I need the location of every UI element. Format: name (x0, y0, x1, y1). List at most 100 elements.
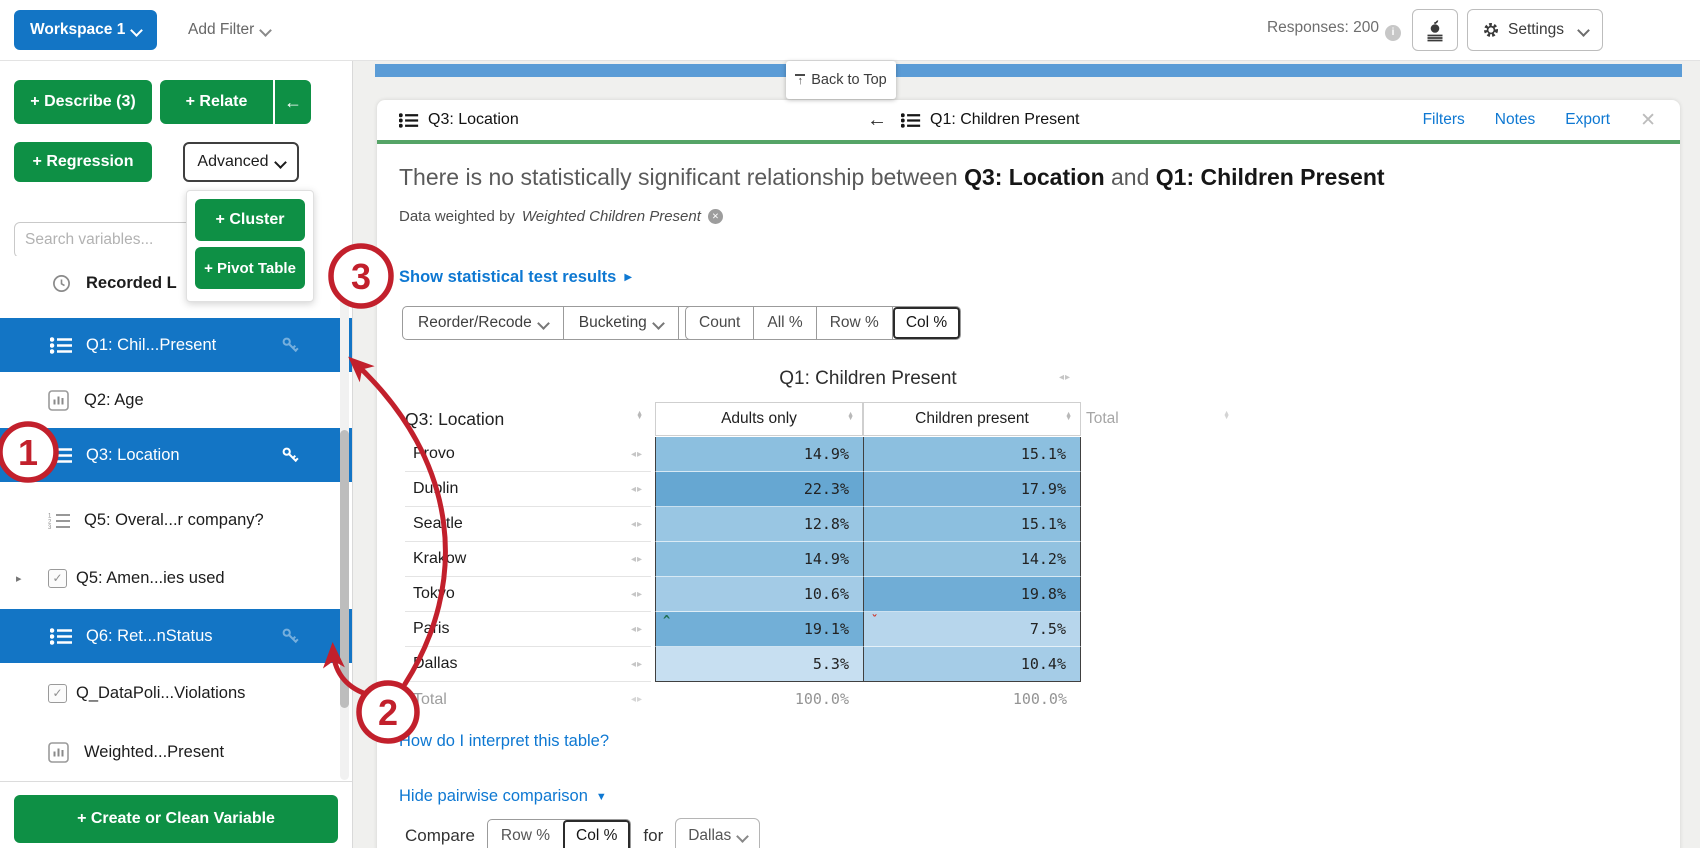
export-link[interactable]: Export (1565, 111, 1611, 128)
sort-icon[interactable]: ▲ ▼ (1223, 410, 1230, 422)
top-bar: Workspace 1 Add Filter Responses: 200 i (0, 0, 1700, 61)
cell-total (1086, 542, 1234, 577)
sidebar-item-q6[interactable]: Q6: Ret...nStatus (0, 609, 352, 663)
add-filter-button[interactable]: Add Filter (188, 0, 273, 60)
clock-icon (52, 274, 71, 293)
sidebar-item-q5-amenities[interactable]: ▸ ✓ Q5: Amen...ies used (0, 551, 352, 605)
row-label: Dublin ◂▸ (405, 472, 651, 507)
sidebar-item-q1[interactable]: Q1: Chil...Present (0, 318, 352, 372)
checkbox-icon[interactable]: ✓ (48, 568, 67, 588)
table-total-row: Total ◂▸ 100.0% 100.0% (377, 682, 1680, 717)
settings-label: Settings (1507, 21, 1564, 38)
advanced-dropdown-button[interactable]: Advanced (183, 142, 299, 182)
sort-icon[interactable]: ▲ ▼ (847, 411, 854, 423)
gear-icon (1483, 22, 1498, 38)
row-label: Dallas ◂▸ (405, 647, 651, 682)
mode-row-pct[interactable]: Row % (817, 307, 893, 339)
cell-children: 17.9% (863, 472, 1081, 507)
drag-handle-icon[interactable]: ◂▸ (630, 658, 643, 670)
cell-children: ˇ 7.5% (863, 612, 1081, 647)
show-test-results-link[interactable]: Show statistical test results ▶ (399, 268, 633, 286)
cell-total (1086, 507, 1234, 542)
regression-button[interactable]: + Regression (14, 142, 152, 182)
cluster-menu-button[interactable]: + Cluster (195, 199, 305, 241)
close-icon[interactable]: ✕ (1640, 109, 1656, 131)
sidebar-scrollbar-thumb[interactable] (340, 430, 349, 708)
for-label: for (643, 826, 664, 845)
table-row: Seattle ◂▸ 12.8% 15.1% (377, 507, 1680, 542)
swap-direction-arrow[interactable]: ← (867, 108, 887, 131)
bar-chart-icon (48, 741, 69, 763)
compare-controls: Compare Row % Col % for Dallas (405, 818, 761, 848)
drag-handle-icon[interactable]: ◂▸ (630, 588, 643, 600)
settings-button[interactable]: Settings (1466, 9, 1603, 51)
relate-button[interactable]: + Relate (160, 80, 273, 124)
crosstab-card: Q3: Location ← Q1: Children Present Filt… (377, 100, 1680, 848)
list-icon (50, 627, 73, 645)
up-to-bar-icon: ↑ (795, 74, 806, 87)
column-header-adults[interactable]: Adults only ▲ ▼ (655, 402, 863, 436)
reorder-recode-dropdown[interactable]: Reorder/Recode (403, 307, 564, 339)
learning-button[interactable] (1411, 9, 1458, 51)
compare-col-pct[interactable]: Col % (563, 820, 630, 848)
checkbox-icon[interactable]: ✓ (48, 683, 67, 703)
create-variable-button[interactable]: + Create or Clean Variable (14, 795, 338, 843)
apple-book-icon (1427, 20, 1443, 42)
mode-count[interactable]: Count (686, 307, 755, 339)
pairwise-comparison-toggle[interactable]: Hide pairwise comparison ▼ (399, 787, 607, 805)
mode-col-pct[interactable]: Col % (893, 307, 960, 339)
card-accent-line (377, 140, 1680, 144)
cell-total (1086, 612, 1234, 647)
sidebar-item-datapolicy[interactable]: ✓ Q_DataPoli...Violations (0, 666, 352, 720)
chevron-down-icon (736, 829, 750, 843)
drag-handle-icon[interactable]: ◂▸ (630, 553, 643, 565)
describe-button[interactable]: + Describe (3) (14, 80, 152, 124)
row-label: Seattle ◂▸ (405, 507, 651, 542)
sidebar-item-weighted[interactable]: Weighted...Present (0, 725, 352, 779)
drag-handle-icon[interactable]: ◂▸ (630, 483, 643, 495)
chevron-down-icon (259, 23, 273, 37)
table-row: Provo ◂▸ 14.9% 15.1% (377, 437, 1680, 472)
remove-weight-icon[interactable]: ✕ (707, 209, 723, 224)
interpret-table-link[interactable]: How do I interpret this table? (399, 732, 610, 750)
bar-chart-icon (48, 389, 69, 411)
row-label-text: Tokyo (413, 585, 455, 602)
sort-icon[interactable]: ▲ ▼ (1065, 411, 1072, 423)
drag-handle-icon[interactable]: ◂▸ (630, 518, 643, 530)
add-filter-label: Add Filter (188, 21, 255, 38)
sidebar-item-q2[interactable]: Q2: Age (0, 373, 352, 427)
row-label-text: Provo (413, 445, 455, 462)
collapse-sidebar-button[interactable]: ← (275, 80, 311, 124)
notes-link[interactable]: Notes (1494, 111, 1536, 128)
significance-caret-icon: ˇ (871, 613, 879, 627)
sort-icon[interactable]: ▲ ▼ (636, 410, 643, 422)
chevron-down-icon (130, 23, 144, 37)
svg-text:1: 1 (48, 513, 52, 519)
pivot-table-menu-button[interactable]: + Pivot Table (195, 247, 305, 289)
drag-handle-icon[interactable]: ◂▸ (630, 448, 643, 460)
variables-sidebar: + Describe (3) + Relate ← + Regression A… (0, 60, 353, 848)
compare-row-pct[interactable]: Row % (500, 827, 551, 844)
cell-children: 14.2% (863, 542, 1081, 577)
table-row: Paris ◂▸ ^ 19.1% ˇ 7.5% (377, 612, 1680, 647)
compare-target-select[interactable]: Dallas (675, 818, 761, 848)
table-row: Tokyo ◂▸ 10.6% 19.8% (377, 577, 1680, 612)
drag-handle-icon[interactable]: ◂▸ (630, 623, 643, 635)
column-header-children[interactable]: Children present ▲ ▼ (863, 402, 1081, 436)
back-to-top-button[interactable]: ↑ Back to Top (786, 61, 896, 99)
topbar-right: Responses: 200 i Settings (1267, 9, 1603, 51)
info-icon[interactable]: i (1384, 24, 1401, 41)
filters-link[interactable]: Filters (1422, 111, 1465, 128)
key-icon (281, 446, 300, 465)
expander-icon[interactable]: ▸ (16, 572, 22, 585)
workspace-button[interactable]: Workspace 1 (14, 10, 158, 50)
mode-all-pct[interactable]: All % (754, 307, 817, 339)
chevron-down-icon (273, 155, 287, 169)
sidebar-item-q3[interactable]: Q3: Location (0, 428, 352, 482)
chevron-down-icon (1577, 23, 1590, 37)
drag-handle-icon[interactable]: ◂▸ (1059, 372, 1072, 383)
bucketing-dropdown[interactable]: Bucketing (564, 307, 679, 339)
total-children: 100.0% (1012, 690, 1067, 708)
